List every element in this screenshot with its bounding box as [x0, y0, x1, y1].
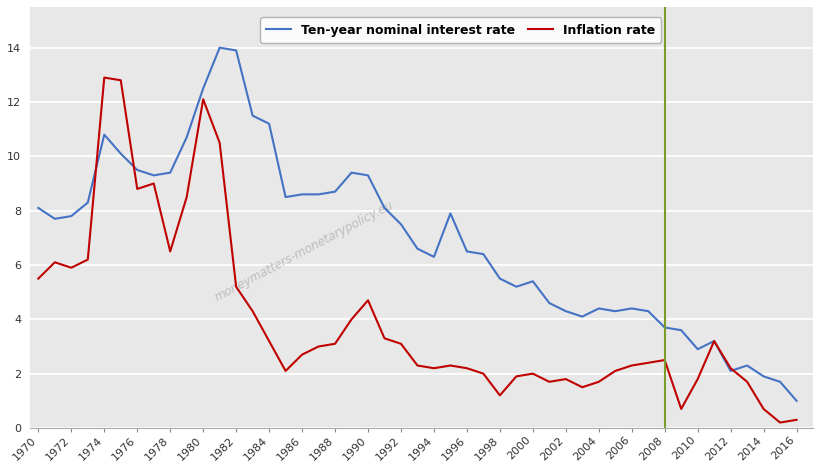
Ten-year nominal interest rate: [182, 135, 192, 140]
Ten-year nominal interest rate: [659, 325, 669, 330]
Inflation rate: [659, 357, 669, 363]
Inflation rate: [363, 297, 373, 303]
Ten-year nominal interest rate: [66, 213, 76, 219]
Inflation rate: [495, 393, 505, 398]
Inflation rate: [445, 363, 455, 368]
Inflation rate: [774, 420, 784, 425]
Inflation rate: [708, 338, 718, 344]
Inflation rate: [313, 344, 323, 349]
Ten-year nominal interest rate: [280, 194, 290, 200]
Ten-year nominal interest rate: [774, 379, 784, 385]
Ten-year nominal interest rate: [511, 284, 521, 289]
Inflation rate: [758, 406, 767, 412]
Ten-year nominal interest rate: [198, 86, 208, 91]
Inflation rate: [544, 379, 554, 385]
Inflation rate: [577, 385, 586, 390]
Ten-year nominal interest rate: [626, 306, 636, 311]
Ten-year nominal interest rate: [593, 306, 603, 311]
Inflation rate: [34, 276, 43, 281]
Inflation rate: [247, 308, 257, 314]
Inflation rate: [115, 77, 125, 83]
Ten-year nominal interest rate: [577, 314, 586, 319]
Ten-year nominal interest rate: [330, 189, 340, 195]
Text: moneymatters-monetarypolicy.eu: moneymatters-monetarypolicy.eu: [212, 198, 396, 304]
Ten-year nominal interest rate: [115, 151, 125, 157]
Ten-year nominal interest rate: [527, 279, 537, 284]
Ten-year nominal interest rate: [264, 121, 274, 127]
Ten-year nominal interest rate: [215, 45, 224, 51]
Inflation rate: [725, 365, 735, 371]
Inflation rate: [412, 363, 422, 368]
Inflation rate: [280, 368, 290, 374]
Ten-year nominal interest rate: [247, 113, 257, 118]
Ten-year nominal interest rate: [132, 167, 142, 173]
Inflation rate: [609, 368, 619, 374]
Inflation rate: [676, 406, 686, 412]
Inflation rate: [198, 97, 208, 102]
Inflation rate: [643, 360, 653, 366]
Ten-year nominal interest rate: [725, 368, 735, 374]
Ten-year nominal interest rate: [34, 205, 43, 211]
Line: Inflation rate: Inflation rate: [38, 77, 795, 423]
Inflation rate: [396, 341, 405, 347]
Ten-year nominal interest rate: [313, 191, 323, 197]
Ten-year nominal interest rate: [790, 398, 800, 404]
Ten-year nominal interest rate: [477, 251, 487, 257]
Ten-year nominal interest rate: [758, 373, 767, 379]
Inflation rate: [148, 181, 158, 186]
Inflation rate: [231, 284, 241, 289]
Ten-year nominal interest rate: [296, 191, 306, 197]
Legend: Ten-year nominal interest rate, Inflation rate: Ten-year nominal interest rate, Inflatio…: [260, 17, 661, 43]
Ten-year nominal interest rate: [231, 47, 241, 53]
Inflation rate: [346, 317, 356, 322]
Ten-year nominal interest rate: [396, 221, 405, 227]
Ten-year nominal interest rate: [379, 205, 389, 211]
Inflation rate: [66, 265, 76, 271]
Ten-year nominal interest rate: [165, 170, 175, 175]
Ten-year nominal interest rate: [428, 254, 438, 260]
Inflation rate: [83, 257, 93, 262]
Line: Ten-year nominal interest rate: Ten-year nominal interest rate: [38, 48, 795, 401]
Ten-year nominal interest rate: [445, 211, 455, 216]
Ten-year nominal interest rate: [609, 308, 619, 314]
Ten-year nominal interest rate: [50, 216, 60, 222]
Ten-year nominal interest rate: [692, 347, 702, 352]
Ten-year nominal interest rate: [643, 308, 653, 314]
Ten-year nominal interest rate: [741, 363, 751, 368]
Inflation rate: [560, 376, 570, 382]
Inflation rate: [50, 259, 60, 265]
Ten-year nominal interest rate: [412, 246, 422, 251]
Inflation rate: [99, 75, 109, 80]
Ten-year nominal interest rate: [495, 276, 505, 281]
Ten-year nominal interest rate: [544, 300, 554, 306]
Inflation rate: [132, 186, 142, 192]
Inflation rate: [626, 363, 636, 368]
Ten-year nominal interest rate: [148, 173, 158, 178]
Inflation rate: [330, 341, 340, 347]
Inflation rate: [527, 371, 537, 377]
Ten-year nominal interest rate: [83, 200, 93, 205]
Inflation rate: [790, 417, 800, 423]
Inflation rate: [165, 249, 175, 254]
Inflation rate: [182, 194, 192, 200]
Inflation rate: [692, 376, 702, 382]
Inflation rate: [511, 373, 521, 379]
Inflation rate: [428, 365, 438, 371]
Inflation rate: [379, 335, 389, 341]
Inflation rate: [296, 352, 306, 357]
Ten-year nominal interest rate: [708, 338, 718, 344]
Ten-year nominal interest rate: [461, 249, 471, 254]
Inflation rate: [593, 379, 603, 385]
Inflation rate: [264, 338, 274, 344]
Ten-year nominal interest rate: [99, 132, 109, 137]
Inflation rate: [215, 140, 224, 145]
Ten-year nominal interest rate: [560, 308, 570, 314]
Ten-year nominal interest rate: [676, 327, 686, 333]
Inflation rate: [477, 371, 487, 377]
Ten-year nominal interest rate: [363, 173, 373, 178]
Ten-year nominal interest rate: [346, 170, 356, 175]
Inflation rate: [461, 365, 471, 371]
Inflation rate: [741, 379, 751, 385]
